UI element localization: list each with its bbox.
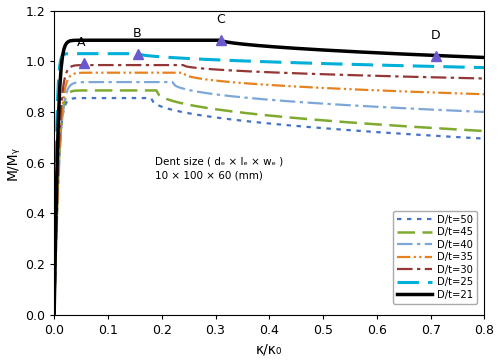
D/t=40 <box>482 110 488 114</box>
D/t=45 <box>143 88 149 93</box>
Text: C: C <box>216 13 226 26</box>
Line: D/t=35: D/t=35 <box>54 73 484 315</box>
D/t=50 <box>412 132 418 137</box>
D/t=40 <box>90 80 96 84</box>
D/t=21 <box>202 38 208 42</box>
D/t=21 <box>106 38 112 42</box>
D/t=30 <box>163 63 169 67</box>
Line: D/t=40: D/t=40 <box>54 82 484 315</box>
D/t=25 <box>482 66 488 70</box>
D/t=25 <box>78 51 84 56</box>
D/t=21 <box>94 38 100 42</box>
Text: B: B <box>133 27 142 40</box>
D/t=50 <box>482 136 488 141</box>
D/t=50 <box>148 96 154 100</box>
D/t=35 <box>51 313 57 317</box>
D/t=40 <box>101 80 107 84</box>
D/t=30 <box>51 313 57 317</box>
D/t=50 <box>83 96 89 100</box>
Line: D/t=30: D/t=30 <box>54 65 484 315</box>
D/t=35 <box>342 87 348 91</box>
D/t=40 <box>338 102 344 107</box>
D/t=35 <box>482 92 488 96</box>
D/t=45 <box>84 88 90 93</box>
D/t=21 <box>142 38 148 42</box>
D/t=50 <box>328 127 334 131</box>
D/t=40 <box>51 313 57 317</box>
Y-axis label: M/Mᵧ: M/Mᵧ <box>6 146 20 180</box>
D/t=30 <box>418 75 424 79</box>
D/t=45 <box>51 313 57 317</box>
Text: D: D <box>431 29 441 42</box>
D/t=40 <box>158 80 164 84</box>
D/t=35 <box>94 71 100 75</box>
Line: D/t=45: D/t=45 <box>54 90 484 315</box>
D/t=21 <box>426 53 432 57</box>
D/t=30 <box>482 76 488 81</box>
D/t=30 <box>342 73 348 77</box>
D/t=35 <box>167 71 173 75</box>
D/t=21 <box>121 38 127 42</box>
D/t=30 <box>168 63 174 67</box>
D/t=45 <box>94 88 100 93</box>
Line: D/t=25: D/t=25 <box>54 54 484 315</box>
D/t=45 <box>330 119 336 123</box>
D/t=21 <box>482 55 488 60</box>
D/t=45 <box>412 125 418 129</box>
D/t=35 <box>174 71 180 75</box>
D/t=25 <box>73 51 79 56</box>
D/t=40 <box>170 80 175 84</box>
D/t=45 <box>482 129 488 133</box>
Line: D/t=21: D/t=21 <box>54 40 484 315</box>
D/t=45 <box>78 88 84 93</box>
D/t=21 <box>360 50 366 54</box>
D/t=35 <box>85 71 91 75</box>
D/t=25 <box>127 51 133 56</box>
Legend: D/t=50, D/t=45, D/t=40, D/t=35, D/t=30, D/t=25, D/t=21: D/t=50, D/t=45, D/t=40, D/t=35, D/t=30, … <box>393 211 477 304</box>
D/t=25 <box>51 313 57 317</box>
Line: D/t=50: D/t=50 <box>54 98 484 315</box>
D/t=25 <box>108 51 114 56</box>
D/t=50 <box>76 96 82 100</box>
D/t=21 <box>51 313 57 317</box>
D/t=40 <box>82 80 88 84</box>
D/t=25 <box>321 62 327 66</box>
Text: Dent size ( dₑ × lₑ × wₑ )
10 × 100 × 60 (mm): Dent size ( dₑ × lₑ × wₑ ) 10 × 100 × 60… <box>156 157 284 181</box>
D/t=50 <box>51 313 57 317</box>
D/t=45 <box>154 88 160 93</box>
X-axis label: κ/κ₀: κ/κ₀ <box>256 342 282 357</box>
D/t=30 <box>94 63 100 67</box>
D/t=30 <box>106 63 112 67</box>
D/t=50 <box>138 96 144 100</box>
D/t=35 <box>106 71 112 75</box>
D/t=25 <box>408 64 414 68</box>
D/t=40 <box>416 107 422 111</box>
D/t=30 <box>85 63 91 67</box>
D/t=50 <box>92 96 98 100</box>
D/t=35 <box>418 90 424 94</box>
Text: A: A <box>77 36 86 49</box>
D/t=25 <box>86 51 92 56</box>
